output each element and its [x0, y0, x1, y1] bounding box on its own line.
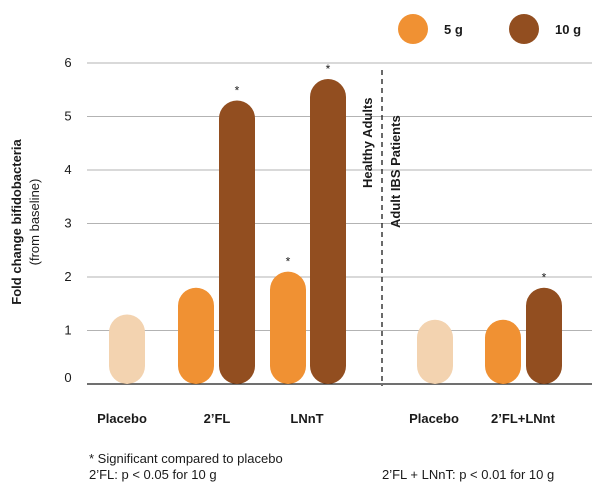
y-tick-label: 1: [64, 323, 71, 338]
bar-5g-3: [270, 271, 306, 384]
y-axis-sublabel: (from baseline): [27, 179, 42, 266]
bar-10g-2: [219, 100, 255, 384]
bar-10g-4: [310, 79, 346, 385]
legend-label-10g: 10 g: [555, 22, 581, 37]
group-label-healthy-adults: Healthy Adults: [360, 97, 375, 188]
bar-placebo-0: [109, 314, 145, 384]
x-category-labels: Placebo 2’FL LNnT Placebo 2’FL+LNnt: [97, 411, 556, 426]
x-category-label: Placebo: [97, 411, 147, 426]
y-tick-label: 3: [64, 216, 71, 231]
bars: [109, 79, 562, 385]
legend-swatch-5g: [398, 14, 428, 44]
bar-10g-7: [526, 287, 562, 384]
significance-asterisk: *: [326, 62, 331, 76]
y-axis-label: Fold change bifidobacteria: [9, 139, 24, 305]
footnote-2fl-lnnt-pvalue: 2’FL + LNnT: p < 0.01 for 10 g: [382, 467, 555, 482]
y-tick-label: 5: [64, 109, 71, 124]
legend: 5 g 10 g: [398, 14, 581, 44]
group-label-ibs-patients: Adult IBS Patients: [388, 115, 403, 228]
significance-asterisk: *: [235, 83, 240, 97]
y-tick-label: 4: [64, 162, 71, 177]
x-category-label: Placebo: [409, 411, 459, 426]
significance-markers: * * * *: [235, 62, 547, 285]
fold-change-bar-chart: 0 1 2 3 4 5 6 * * * * Placebo 2’FL LNnT Placebo 2’FL+…: [9, 14, 592, 426]
y-tick-label: 0: [64, 370, 71, 385]
bar-5g-6: [485, 319, 521, 384]
bar-placebo-5: [417, 319, 453, 384]
bar-5g-1: [178, 287, 214, 384]
y-tick-label: 6: [64, 55, 71, 70]
significance-asterisk: *: [286, 255, 291, 269]
y-tick-label: 2: [64, 269, 71, 284]
footnote-2fl-pvalue: 2’FL: p < 0.05 for 10 g: [89, 467, 217, 482]
x-category-label: 2’FL: [204, 411, 231, 426]
legend-swatch-10g: [509, 14, 539, 44]
significance-asterisk: *: [542, 271, 547, 285]
footnote-significance: * Significant compared to placebo: [89, 451, 283, 466]
x-category-label: 2’FL+LNnt: [491, 411, 556, 426]
footnote-block: * Significant compared to placebo 2’FL: …: [89, 451, 283, 483]
x-category-label: LNnT: [290, 411, 323, 426]
y-tick-labels: 0 1 2 3 4 5 6: [64, 55, 71, 385]
legend-label-5g: 5 g: [444, 22, 463, 37]
